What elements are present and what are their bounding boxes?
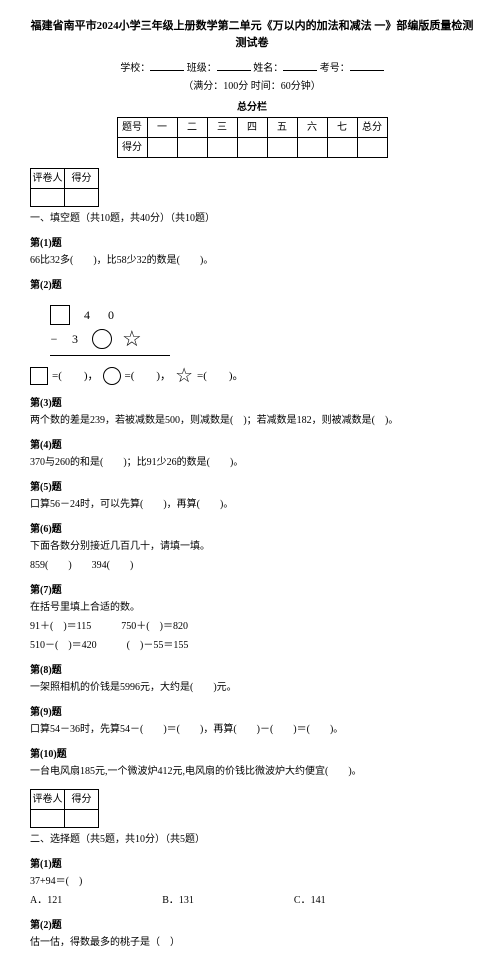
q1-label: 第(1)题 [30, 236, 474, 251]
h4: 四 [237, 118, 267, 138]
section-2-title: 二、选择题（共5题，共10分）（共5题） [30, 832, 474, 847]
h3: 三 [207, 118, 237, 138]
t1: =( )， [52, 368, 99, 385]
h1: 一 [147, 118, 177, 138]
choice-b: B．131 [162, 893, 194, 908]
q1-body: 66比32多( )，比58少32的数是( )。 [30, 253, 474, 268]
d0: 0 [104, 306, 118, 324]
score-table: 题号 一 二 三 四 五 六 七 总分 得分 [117, 117, 388, 158]
q9-body: 口算54－36时，先算54－( )＝( )，再算( )－( )＝( )。 [30, 722, 474, 737]
grader2-col2: 得分 [65, 790, 99, 810]
q5-label: 第(5)题 [30, 480, 474, 495]
h5: 五 [267, 118, 297, 138]
q6-body1: 下面各数分别接近几百几十，请填一填。 [30, 539, 474, 554]
q2-answer-line: =( )， =( )， ☆ =( )。 [30, 366, 474, 386]
calc-bot-row: − 3 ☆ [50, 327, 474, 351]
q6-body2: 859( ) 394( ) [30, 558, 474, 573]
s2q1-label: 第(1)题 [30, 857, 474, 872]
c7 [327, 138, 357, 158]
q10-label: 第(10)题 [30, 747, 474, 762]
t3: =( )。 [197, 368, 244, 385]
circle-icon [92, 329, 112, 349]
s2q2-body: 估一估，得数最多的桃子是（ ） [30, 935, 474, 950]
minus-sign: − [50, 330, 58, 348]
square-icon-2 [30, 367, 48, 385]
name-label: 姓名： [253, 63, 283, 74]
q4-body: 370与260的和是( )；比91少26的数是( )。 [30, 455, 474, 470]
score-row-label: 得分 [117, 138, 147, 158]
school-blank [150, 59, 184, 71]
exam-title: 福建省南平市2024小学三年级上册数学第二单元《万以内的加法和减法 一》部编版质… [30, 18, 474, 51]
score-caption: 总分栏 [30, 100, 474, 115]
grader2-col1: 评卷人 [31, 790, 65, 810]
grader2-blank1 [31, 810, 65, 828]
d3: 3 [68, 330, 82, 348]
circle-icon-2 [103, 367, 121, 385]
exam-no-blank [350, 59, 384, 71]
h6: 六 [297, 118, 327, 138]
grader-blank2 [65, 189, 99, 207]
score-value-row: 得分 [117, 138, 387, 158]
c5 [267, 138, 297, 158]
choice-c: C．141 [294, 893, 326, 908]
c4 [237, 138, 267, 158]
q10-body: 一台电风扇185元,一个微波炉412元,电风扇的价钱比微波炉大约便宜( )。 [30, 764, 474, 779]
section-1-title: 一、填空题（共10题，共40分）（共10题） [30, 211, 474, 226]
s2q1-choices: A．121 B．131 C．141 [30, 893, 474, 908]
name-blank [283, 59, 317, 71]
choice-a: A．121 [30, 893, 62, 908]
class-blank [217, 59, 251, 71]
q8-label: 第(8)题 [30, 663, 474, 678]
h2: 二 [177, 118, 207, 138]
t2: =( )， [125, 368, 172, 385]
c8 [357, 138, 387, 158]
grader-table-1: 评卷人 得分 [30, 168, 99, 207]
c6 [297, 138, 327, 158]
square-icon [50, 305, 70, 325]
q7-body3: 510－( )＝420 ( )－55＝155 [30, 638, 474, 653]
h0: 题号 [117, 118, 147, 138]
q5-body: 口算56－24时，可以先算( )，再算( )。 [30, 497, 474, 512]
school-label: 学校： [120, 63, 150, 74]
grader2-blank2 [65, 810, 99, 828]
score-header-row: 题号 一 二 三 四 五 六 七 总分 [117, 118, 387, 138]
star-icon: ☆ [122, 329, 142, 349]
s2q2-label: 第(2)题 [30, 918, 474, 933]
grader-col2: 得分 [65, 169, 99, 189]
student-info-line: 学校： 班级： 姓名： 考号： [30, 59, 474, 76]
c2 [177, 138, 207, 158]
h8: 总分 [357, 118, 387, 138]
q2-calc: 4 0 − 3 ☆ [50, 303, 474, 356]
q7-label: 第(7)题 [30, 583, 474, 598]
class-label: 班级： [187, 63, 217, 74]
q4-label: 第(4)题 [30, 438, 474, 453]
q7-body2: 91＋( )＝115 750＋( )＝820 [30, 619, 474, 634]
calc-top-row: 4 0 [50, 303, 474, 327]
q2-label: 第(2)题 [30, 278, 474, 293]
star-icon-2: ☆ [175, 366, 193, 386]
s2q1-body: 37+94＝( ) [30, 874, 474, 889]
grader-table-2: 评卷人 得分 [30, 789, 99, 828]
grader-col1: 评卷人 [31, 169, 65, 189]
h7: 七 [327, 118, 357, 138]
q3-body: 两个数的差是239，若被减数是500，则减数是( )；若减数是182，则被减数是… [30, 413, 474, 428]
full-marks-time: （满分：100分 时间：60分钟） [30, 79, 474, 94]
grader-blank1 [31, 189, 65, 207]
exam-no-label: 考号： [320, 63, 350, 74]
q8-body: 一架照相机的价钱是5996元，大约是( )元。 [30, 680, 474, 695]
d4: 4 [80, 306, 94, 324]
c1 [147, 138, 177, 158]
calc-line [50, 355, 170, 356]
q3-label: 第(3)题 [30, 396, 474, 411]
q7-body1: 在括号里填上合适的数。 [30, 600, 474, 615]
q6-label: 第(6)题 [30, 522, 474, 537]
c3 [207, 138, 237, 158]
